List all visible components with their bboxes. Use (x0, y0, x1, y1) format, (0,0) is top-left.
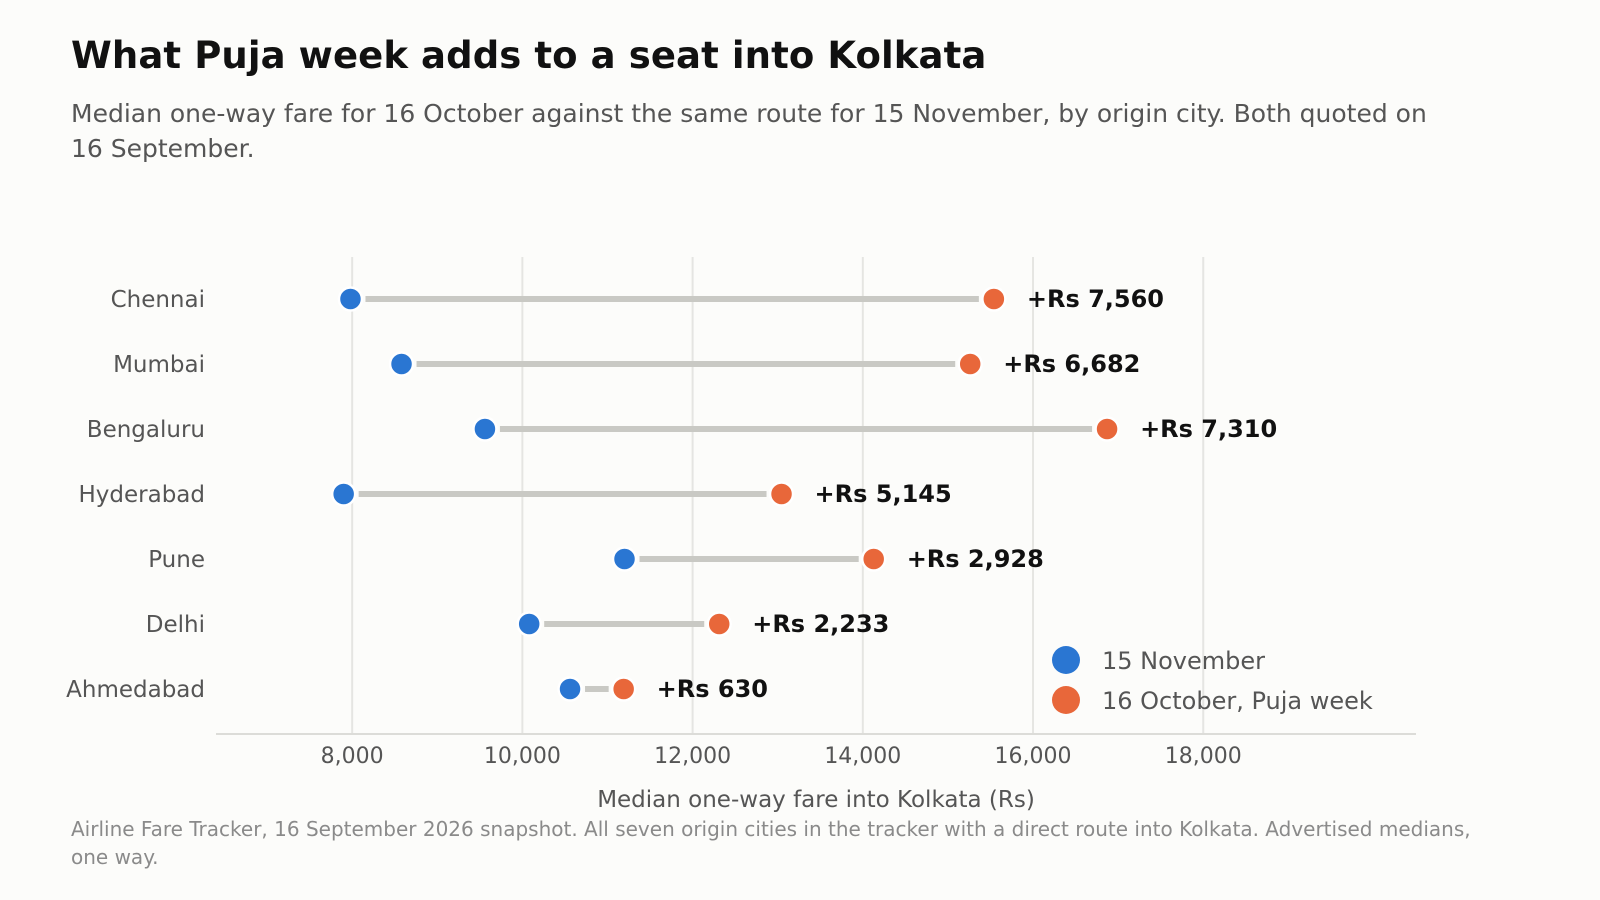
difference-label: +Rs 7,310 (1140, 415, 1277, 443)
oct-fare-point (981, 286, 1007, 312)
x-axis: 8,000 10,000 12,000 14,000 16,000 18,000 Media… (216, 733, 1416, 813)
chart-subtitle: Median one-way fare for 16 October again… (71, 99, 1427, 163)
city-label: Pune (148, 547, 205, 573)
x-tick-label: 14,000 (824, 744, 901, 769)
nov-fare-point (330, 481, 357, 507)
category-and-difference-labels: Chennai +Rs 7,560 Mumbai +Rs 6,682 Bengaluru… (66, 285, 1277, 703)
difference-label: +Rs 5,145 (815, 480, 952, 508)
difference-label: +Rs 6,682 (1003, 350, 1140, 378)
x-tick-label: 18,000 (1165, 744, 1242, 769)
legend-label: 15 November (1102, 647, 1265, 675)
series-marks (330, 286, 1120, 702)
nov-fare-point (472, 416, 498, 442)
city-label: Bengaluru (87, 417, 205, 443)
oct-fare-point (957, 351, 983, 377)
oct-fare-point (706, 611, 732, 637)
x-axis-label: Median one-way fare into Kolkata (Rs) (597, 787, 1035, 813)
nov-fare-point (337, 286, 364, 312)
legend-label: 16 October, Puja week (1102, 687, 1373, 715)
difference-label: +Rs 2,233 (752, 610, 889, 638)
nov-fare-point (388, 351, 415, 377)
x-tick-label: 16,000 (995, 744, 1072, 769)
difference-label: +Rs 2,928 (907, 545, 1044, 573)
city-label: Delhi (146, 612, 205, 638)
chart-title: What Puja week adds to a seat into Kolka… (71, 34, 987, 77)
nov-fare-point (516, 611, 542, 637)
source-note: Airline Fare Tracker, 16 September 2026 … (71, 817, 1471, 869)
oct-fare-point (1094, 416, 1120, 442)
city-label: Hyderabad (79, 482, 206, 508)
nov-fare-point (557, 676, 583, 702)
city-label: Chennai (111, 287, 205, 313)
oct-fare-point (610, 676, 637, 702)
city-label: Ahmedabad (66, 677, 205, 703)
legend-marker (1052, 646, 1080, 674)
x-tick-label: 10,000 (484, 744, 561, 769)
grid-lines (351, 257, 1205, 734)
oct-fare-point (768, 481, 795, 507)
difference-label: +Rs 630 (657, 675, 768, 703)
nov-fare-point (611, 546, 638, 572)
difference-label: +Rs 7,560 (1027, 285, 1164, 313)
x-tick-label: 8,000 (321, 744, 384, 769)
legend: 15 November 16 October, Puja week (1052, 646, 1373, 715)
city-label: Mumbai (113, 352, 205, 378)
legend-marker (1052, 686, 1080, 714)
x-tick-label: 12,000 (654, 744, 731, 769)
oct-fare-point (860, 546, 887, 572)
